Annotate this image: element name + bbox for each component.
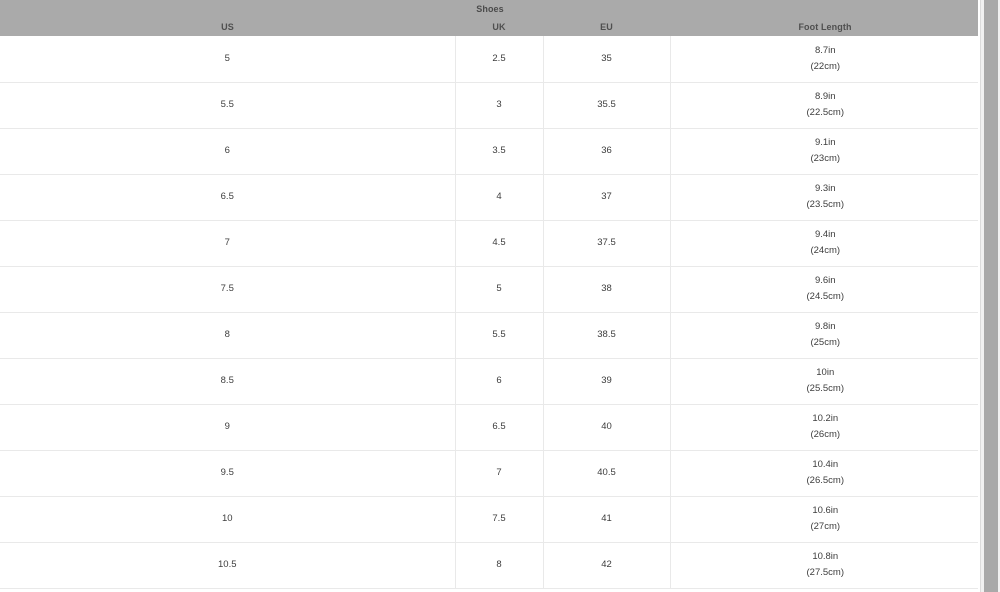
- cell-eu: 36: [543, 128, 671, 175]
- table-title-row: Shoes: [0, 0, 980, 19]
- shoe-size-table: Shoes US UK EU Foot Length 5 2.5 35 8.7in (2…: [0, 0, 980, 589]
- cell-uk: 3.5: [455, 128, 544, 175]
- table-title: Shoes: [0, 0, 980, 19]
- foot-length-centimeters: (23cm): [810, 153, 841, 164]
- cell-foot-length: 9.4in (24cm): [670, 220, 980, 267]
- cell-us: 5: [0, 36, 456, 83]
- foot-length-centimeters: (24cm): [810, 245, 841, 256]
- cell-foot-length: 10.8in (27.5cm): [670, 542, 980, 589]
- cell-foot-length: 9.6in (24.5cm): [670, 266, 980, 313]
- cell-uk: 4.5: [455, 220, 544, 267]
- foot-length-inches: 8.7in: [814, 45, 836, 57]
- cell-eu: 37: [543, 174, 671, 221]
- cell-foot-length: 10in (25.5cm): [670, 358, 980, 405]
- cell-foot-length: 9.8in (25cm): [670, 312, 980, 359]
- cell-foot-length: 10.2in (26cm): [670, 404, 980, 451]
- foot-length-centimeters: (23.5cm): [806, 199, 844, 210]
- foot-length-inches: 10.6in: [812, 505, 839, 517]
- foot-length-centimeters: (24.5cm): [806, 291, 844, 302]
- foot-length-inches: 10.2in: [812, 413, 839, 425]
- table-row: 10.5 8 42 10.8in (27.5cm): [0, 542, 980, 589]
- column-header-us[interactable]: US: [0, 19, 455, 36]
- cell-uk: 3: [455, 82, 544, 129]
- cell-eu: 38.5: [543, 312, 671, 359]
- foot-length-centimeters: (26.5cm): [806, 475, 844, 486]
- scroll-gutter: [978, 0, 980, 592]
- cell-us: 6.5: [0, 174, 456, 221]
- cell-eu: 35.5: [543, 82, 671, 129]
- foot-length-inches: 9.8in: [814, 321, 836, 333]
- table-row: 9 6.5 40 10.2in (26cm): [0, 404, 980, 451]
- foot-length-inches: 10in: [816, 367, 835, 379]
- foot-length-centimeters: (25.5cm): [806, 383, 844, 394]
- foot-length-centimeters: (26cm): [810, 429, 841, 440]
- table-body: 5 2.5 35 8.7in (22cm) 5.5 3 35.5 8.9in (22.5cm) 6 3…: [0, 36, 980, 589]
- cell-us: 8.5: [0, 358, 456, 405]
- cell-uk: 2.5: [455, 36, 544, 83]
- table-row: 5 2.5 35 8.7in (22cm): [0, 36, 980, 83]
- cell-foot-length: 9.1in (23cm): [670, 128, 980, 175]
- cell-uk: 7: [455, 450, 544, 497]
- cell-foot-length: 8.7in (22cm): [670, 36, 980, 83]
- table-column-header-row: US UK EU Foot Length: [0, 19, 980, 36]
- foot-length-inches: 9.3in: [814, 183, 836, 195]
- table-row: 10 7.5 41 10.6in (27cm): [0, 496, 980, 543]
- cell-foot-length: 9.3in (23.5cm): [670, 174, 980, 221]
- cell-eu: 37.5: [543, 220, 671, 267]
- foot-length-centimeters: (22.5cm): [806, 107, 844, 118]
- cell-eu: 38: [543, 266, 671, 313]
- vertical-scrollbar[interactable]: [980, 0, 1000, 592]
- cell-eu: 35: [543, 36, 671, 83]
- column-header-eu[interactable]: EU: [543, 19, 670, 36]
- cell-us: 6: [0, 128, 456, 175]
- foot-length-centimeters: (22cm): [810, 60, 841, 72]
- table-row: 8.5 6 39 10in (25.5cm): [0, 358, 980, 405]
- cell-uk: 8: [455, 542, 544, 589]
- column-header-uk[interactable]: UK: [455, 19, 543, 36]
- foot-length-centimeters: (27.5cm): [806, 567, 844, 578]
- cell-us: 7.5: [0, 266, 456, 313]
- cell-us: 9: [0, 404, 456, 451]
- cell-us: 7: [0, 220, 456, 267]
- table-header: Shoes US UK EU Foot Length: [0, 0, 980, 36]
- cell-eu: 41: [543, 496, 671, 543]
- foot-length-inches: 9.1in: [814, 137, 836, 149]
- foot-length-inches: 10.4in: [812, 459, 839, 471]
- table-row: 5.5 3 35.5 8.9in (22.5cm): [0, 82, 980, 129]
- cell-eu: 42: [543, 542, 671, 589]
- table-row: 6 3.5 36 9.1in (23cm): [0, 128, 980, 175]
- foot-length-inches: 10.8in: [812, 551, 839, 563]
- cell-us: 8: [0, 312, 456, 359]
- table-row: 9.5 7 40.5 10.4in (26.5cm): [0, 450, 980, 497]
- cell-uk: 7.5: [455, 496, 544, 543]
- table-row: 7.5 5 38 9.6in (24.5cm): [0, 266, 980, 313]
- cell-eu: 40: [543, 404, 671, 451]
- cell-us: 10: [0, 496, 456, 543]
- cell-uk: 6: [455, 358, 544, 405]
- cell-uk: 6.5: [455, 404, 544, 451]
- table-row: 8 5.5 38.5 9.8in (25cm): [0, 312, 980, 359]
- foot-length-inches: 9.4in: [814, 229, 836, 241]
- foot-length-centimeters: (27cm): [810, 521, 841, 532]
- table-row: 6.5 4 37 9.3in (23.5cm): [0, 174, 980, 221]
- column-header-foot-length[interactable]: Foot Length: [670, 19, 980, 36]
- vertical-scroll-thumb[interactable]: [984, 0, 998, 592]
- cell-us: 9.5: [0, 450, 456, 497]
- table-row: 7 4.5 37.5 9.4in (24cm): [0, 220, 980, 267]
- foot-length-inches: 9.6in: [814, 275, 836, 287]
- cell-foot-length: 10.6in (27cm): [670, 496, 980, 543]
- cell-uk: 5.5: [455, 312, 544, 359]
- cell-uk: 5: [455, 266, 544, 313]
- foot-length-centimeters: (25cm): [810, 337, 841, 348]
- cell-eu: 39: [543, 358, 671, 405]
- cell-foot-length: 10.4in (26.5cm): [670, 450, 980, 497]
- cell-eu: 40.5: [543, 450, 671, 497]
- cell-foot-length: 8.9in (22.5cm): [670, 82, 980, 129]
- foot-length-inches: 8.9in: [814, 91, 836, 103]
- cell-us: 5.5: [0, 82, 456, 129]
- cell-us: 10.5: [0, 542, 456, 589]
- cell-uk: 4: [455, 174, 544, 221]
